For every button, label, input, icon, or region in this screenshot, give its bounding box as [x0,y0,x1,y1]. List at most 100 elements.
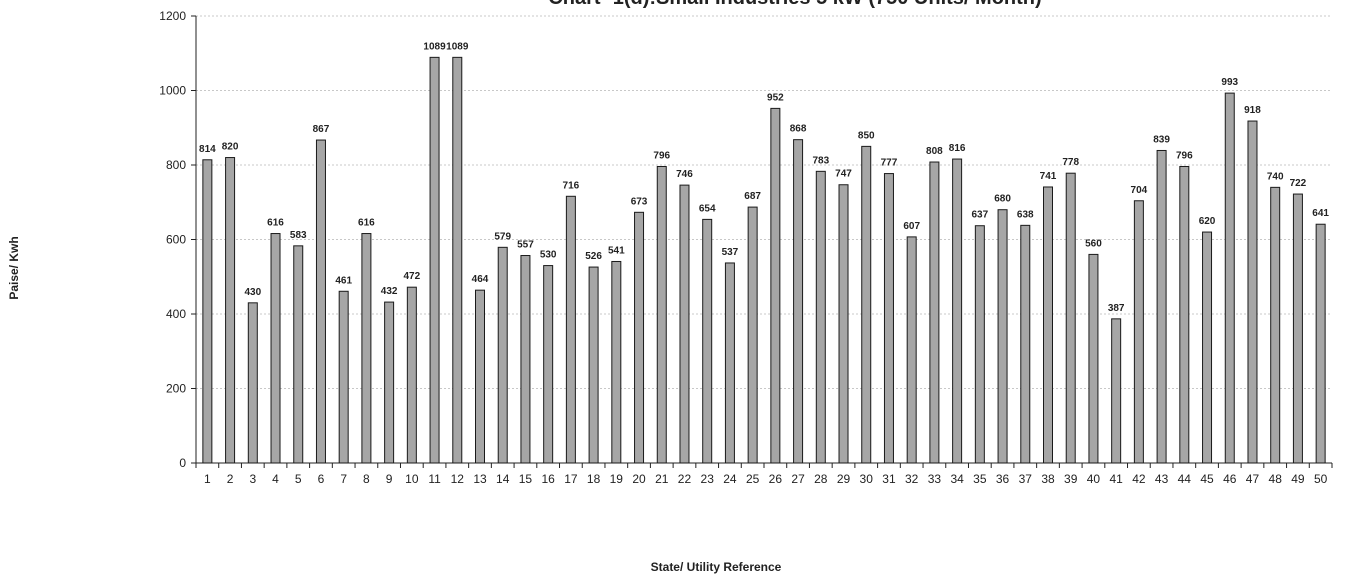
x-tick-label: 39 [1064,472,1078,486]
data-label: 432 [381,286,398,297]
data-label: 464 [472,274,489,285]
data-label: 993 [1221,77,1238,88]
bar [1179,165,1190,464]
bar [1133,200,1144,464]
data-label: 687 [744,191,761,202]
bar [202,159,213,464]
data-label: 461 [335,275,352,286]
x-tick-label: 23 [701,472,715,486]
data-label: 557 [517,240,534,251]
data-label: 654 [699,203,716,214]
data-label: 740 [1267,171,1284,182]
bar [225,157,236,464]
bar [338,290,349,464]
x-tick-label: 21 [655,472,669,486]
x-tick-label: 48 [1269,472,1283,486]
x-tick-label: 13 [473,472,487,486]
bar [452,56,463,464]
bar [497,246,508,464]
data-label: 839 [1153,134,1170,145]
data-label: 616 [267,218,284,229]
x-tick-label: 16 [541,472,555,486]
x-tick-label: 46 [1223,472,1237,486]
x-tick-label: 50 [1314,472,1328,486]
chart-title: Chart- 1(d):Small Industries 5 kW (750 U… [548,0,1041,9]
bar [1088,253,1099,464]
data-label: 637 [971,210,988,221]
data-label: 641 [1312,208,1329,219]
x-tick-label: 28 [814,472,828,486]
bar [724,262,735,464]
x-tick-label: 20 [632,472,646,486]
data-label: 952 [767,92,784,103]
x-tick-label: 10 [405,472,419,486]
bar [747,206,758,464]
x-tick-label: 40 [1087,472,1101,486]
bar [1315,223,1326,464]
data-label: 620 [1199,216,1216,227]
x-tick-label: 4 [272,472,279,486]
x-tick-label: 24 [723,472,737,486]
y-tick-label: 1200 [159,9,186,23]
data-label: 868 [790,124,807,135]
bar [793,139,804,464]
x-tick-label: 19 [610,472,624,486]
bar [543,265,554,464]
y-axis-title: Paise/ Kwh [7,236,21,299]
data-label: 777 [881,158,898,169]
x-tick-label: 42 [1132,472,1146,486]
bar [361,233,372,464]
x-tick-label: 9 [386,472,393,486]
bar [247,302,258,464]
bar [952,158,963,464]
bar [475,289,485,464]
bar [656,165,667,464]
x-tick-label: 6 [318,472,325,486]
bar [1270,186,1281,464]
bar [838,184,849,464]
data-label: 607 [903,221,920,232]
data-label: 796 [653,150,670,161]
x-tick-labels: 1 2 3 4 5 6 7 8 9 10 11 12 13 14 15 16 17 18 19 20 21 22 23 24 2… [204,472,1328,486]
bar [1202,231,1213,464]
bar [997,209,1008,464]
bar [906,236,917,464]
bar [679,184,690,464]
data-label: 746 [676,169,693,180]
x-tick-label: 37 [1019,472,1033,486]
x-tick-label: 26 [769,472,783,486]
data-label: 583 [290,230,307,241]
data-label: 472 [403,271,420,282]
bar [1043,186,1053,464]
x-tick-label: 11 [428,472,441,486]
data-label: 783 [812,155,829,166]
x-tick-label: 30 [860,472,874,486]
x-axis-title: State/ Utility Reference [651,560,782,574]
y-tick-label: 0 [179,456,186,470]
bars [202,56,1326,464]
x-tick-label: 41 [1109,472,1123,486]
data-label: 1089 [446,41,469,52]
x-tick-label: 49 [1291,472,1305,486]
data-label: 867 [313,124,330,135]
x-tick-label: 2 [227,472,234,486]
bar [406,286,417,464]
bar [883,173,894,464]
bar [929,161,940,464]
y-tick-labels: 0 200 400 600 800 1000 1200 [159,9,186,470]
x-tick-label: 18 [587,472,601,486]
x-tick-label: 32 [905,472,919,486]
bar [1065,172,1076,464]
x-tick-label: 3 [249,472,256,486]
bar [611,260,622,464]
x-tick-label: 8 [363,472,370,486]
data-label: 741 [1040,171,1057,182]
data-label: 796 [1176,150,1193,161]
x-tick-label: 44 [1178,472,1192,486]
bar [315,139,326,464]
x-tick-label: 22 [678,472,692,486]
x-tick-label: 17 [564,472,578,486]
data-label: 716 [563,180,580,191]
data-label: 704 [1131,185,1148,196]
bar [861,145,872,464]
